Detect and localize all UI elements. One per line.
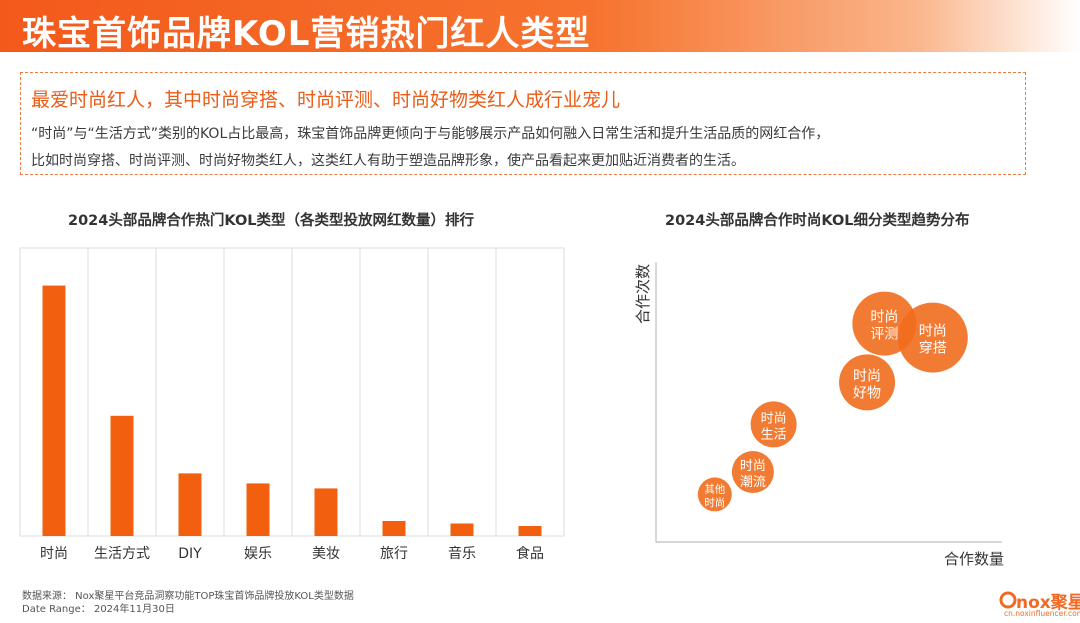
nox-logo: nox聚星 cn.noxinfluencer.com xyxy=(998,586,1080,620)
summary-line-1: “时尚”与“生活方式”类别的KOL占比最高，珠宝首饰品牌更倾向于与能够展示产品如… xyxy=(31,126,830,142)
bar-chart: 时尚 生活方式 DIY 娱乐 美妆 旅行 音乐 食品 xyxy=(19,247,565,562)
page-title: 珠宝首饰品牌KOL营销热门红人类型 xyxy=(22,14,591,54)
bubble-circle xyxy=(731,451,774,493)
bubble-3: 时尚好物 xyxy=(839,354,896,411)
summary-box: 最爱时尚红人，其中时尚穿搭、时尚评测、时尚好物类红人成行业宠儿 “时尚”与“生活… xyxy=(20,72,1026,175)
bar-1 xyxy=(42,285,66,536)
nox-logo-icon xyxy=(999,591,1017,609)
x-tick-label: 音乐 xyxy=(448,545,476,562)
bubble-label-line2: 穿搭 xyxy=(919,341,947,357)
bubble-circle xyxy=(839,354,896,411)
bubble-2: 时尚穿搭 xyxy=(897,302,968,373)
bar-8 xyxy=(518,525,542,536)
bar-4 xyxy=(246,483,270,536)
x-tick-label: 美妆 xyxy=(312,546,340,562)
bubble-chart-title: 2024头部品牌合作时尚KOL细分类型趋势分布 xyxy=(665,213,970,229)
bubble-label-line1: 时尚 xyxy=(761,411,787,426)
logo-url: cn.noxinfluencer.com xyxy=(1004,609,1080,618)
bubble-circle xyxy=(750,401,797,448)
header-banner: 珠宝首饰品牌KOL营销热门红人类型 xyxy=(0,0,1080,54)
x-tick-label: 生活方式 xyxy=(94,546,150,562)
bubble-label-line2: 生活 xyxy=(761,427,787,442)
bubble-label-line2: 时尚 xyxy=(704,496,725,509)
summary-heading: 最爱时尚红人，其中时尚穿搭、时尚评测、时尚好物类红人成行业宠儿 xyxy=(31,89,621,111)
bar-3 xyxy=(178,473,202,536)
x-tick-label: 食品 xyxy=(516,545,544,562)
bubble-label-line2: 好物 xyxy=(853,385,881,401)
bubble-label-line1: 其他 xyxy=(704,482,725,495)
bubble-circle xyxy=(697,477,732,512)
x-axis-label: 合作数量 xyxy=(944,550,1004,568)
bar-2 xyxy=(110,415,134,536)
bar-chart-title: 2024头部品牌合作热门KOL类型（各类型投放网红数量）排行 xyxy=(68,213,475,229)
bubble-label-line1: 时尚 xyxy=(740,459,766,474)
y-axis-label: 合作次数 xyxy=(634,264,652,324)
x-tick-label: DIY xyxy=(178,546,202,562)
bar-5 xyxy=(314,488,338,536)
bubble-label-line1: 时尚 xyxy=(853,368,881,384)
bubble-label-line1: 时尚 xyxy=(919,324,947,340)
bubble-circle xyxy=(897,302,968,373)
summary-line-2: 比如时尚穿搭、时尚评测、时尚好物类红人，这类红人有助于塑造品牌形象，使产品看起来… xyxy=(31,153,745,169)
bubble-label-line1: 时尚 xyxy=(870,310,898,326)
bar-7 xyxy=(450,523,474,536)
date-range: Date Range： 2024年11月30日 xyxy=(22,604,175,615)
data-source: 数据来源： Nox聚星平台竞品洞察功能TOP珠宝首饰品牌投放KOL类型数据 xyxy=(22,591,354,602)
bubble-label-line2: 潮流 xyxy=(740,475,766,490)
logo-brand: nox聚星 xyxy=(1016,593,1080,613)
x-tick-label: 时尚 xyxy=(40,546,68,562)
x-tick-label: 旅行 xyxy=(380,546,408,562)
x-tick-label: 娱乐 xyxy=(244,546,272,562)
bubble-label-line2: 评测 xyxy=(870,327,898,343)
bar-6 xyxy=(382,520,406,536)
